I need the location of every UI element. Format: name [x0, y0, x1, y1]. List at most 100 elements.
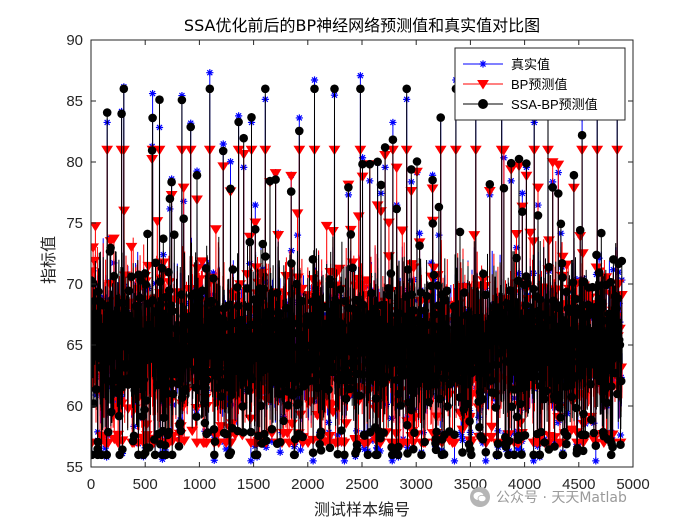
- data-point: [388, 135, 398, 144]
- x-tick-label: 500: [133, 476, 158, 493]
- data-point: [127, 272, 136, 282]
- data-point: [590, 352, 599, 361]
- data-point: [170, 337, 179, 346]
- data-point: [376, 180, 386, 190]
- data-point: [542, 386, 551, 396]
- data-point: [261, 252, 270, 261]
- data-point: [561, 382, 571, 392]
- data-point: [386, 269, 396, 278]
- data-point: [594, 322, 603, 332]
- data-point: [173, 368, 182, 378]
- data-point: [162, 312, 171, 322]
- data-point: [259, 365, 269, 375]
- data-point: [344, 303, 354, 313]
- data-point: [153, 380, 162, 390]
- data-point: [246, 427, 256, 437]
- data-point: [354, 348, 364, 358]
- data-point: [371, 394, 381, 403]
- y-tick-label: 60: [66, 398, 83, 415]
- data-point: [402, 326, 411, 336]
- y-tick-label: 70: [66, 276, 83, 293]
- data-point: [261, 84, 270, 94]
- data-point: [606, 450, 616, 460]
- data-point: [384, 284, 393, 293]
- data-point: [234, 117, 243, 127]
- chart-marks: [91, 69, 628, 465]
- data-point: [123, 380, 133, 389]
- data-point: [402, 84, 412, 94]
- data-point: [439, 373, 448, 383]
- data-point: [499, 183, 509, 193]
- data-point: [239, 133, 248, 143]
- data-point: [235, 315, 245, 325]
- data-point: [406, 405, 416, 415]
- data-point: [165, 323, 175, 333]
- data-point: [277, 366, 287, 376]
- data-point: [610, 368, 619, 378]
- data-point: [296, 330, 306, 340]
- data-point: [168, 306, 177, 316]
- data-point: [377, 300, 387, 310]
- data-point: [575, 341, 584, 351]
- wechat-icon: [470, 487, 490, 507]
- data-point: [592, 332, 602, 342]
- data-point: [513, 332, 523, 341]
- data-point: [325, 443, 335, 453]
- legend-label: BP预测值: [511, 77, 567, 92]
- data-point: [373, 450, 382, 460]
- data-point: [554, 301, 563, 310]
- data-point: [323, 352, 333, 361]
- data-point: [384, 290, 394, 300]
- data-point: [435, 394, 445, 404]
- data-point: [313, 383, 322, 393]
- data-point: [428, 175, 437, 185]
- data-point: [613, 294, 623, 303]
- data-point: [607, 382, 616, 391]
- data-point: [117, 382, 126, 392]
- data-point: [311, 360, 321, 369]
- data-point: [529, 344, 539, 354]
- data-point: [400, 369, 409, 379]
- data-point: [390, 333, 400, 342]
- data-point: [393, 357, 403, 367]
- data-point: [538, 325, 548, 334]
- data-point: [92, 385, 101, 394]
- data-point: [122, 333, 132, 343]
- data-point: [283, 401, 293, 410]
- data-point: [120, 325, 129, 335]
- data-point: [201, 264, 211, 273]
- data-point: [521, 301, 530, 310]
- data-point: [114, 411, 124, 421]
- data-point: [527, 331, 536, 341]
- data-point: [616, 440, 625, 450]
- data-point: [568, 278, 578, 287]
- data-point: [558, 273, 567, 282]
- data-point: [495, 330, 505, 340]
- data-point: [286, 187, 296, 196]
- data-point: [204, 351, 214, 360]
- data-point: [102, 450, 111, 460]
- data-point: [396, 401, 406, 410]
- data-point: [309, 376, 319, 386]
- data-point: [434, 301, 443, 310]
- data-point: [192, 412, 201, 422]
- data-point: [102, 108, 112, 117]
- data-point: [316, 446, 326, 455]
- data-point: [350, 357, 359, 367]
- data-point: [358, 370, 367, 379]
- data-point: [270, 345, 279, 355]
- data-point: [585, 359, 594, 369]
- data-point: [108, 320, 117, 330]
- data-point: [427, 281, 436, 291]
- data-point: [455, 393, 465, 402]
- data-point: [494, 450, 503, 460]
- data-point: [298, 432, 308, 442]
- data-point: [367, 288, 376, 298]
- data-point: [477, 354, 486, 364]
- data-point: [272, 288, 282, 298]
- data-point: [121, 359, 131, 369]
- legend-marker: [479, 60, 487, 68]
- data-point: [310, 84, 319, 94]
- data-point: [413, 315, 422, 325]
- data-point: [118, 298, 127, 308]
